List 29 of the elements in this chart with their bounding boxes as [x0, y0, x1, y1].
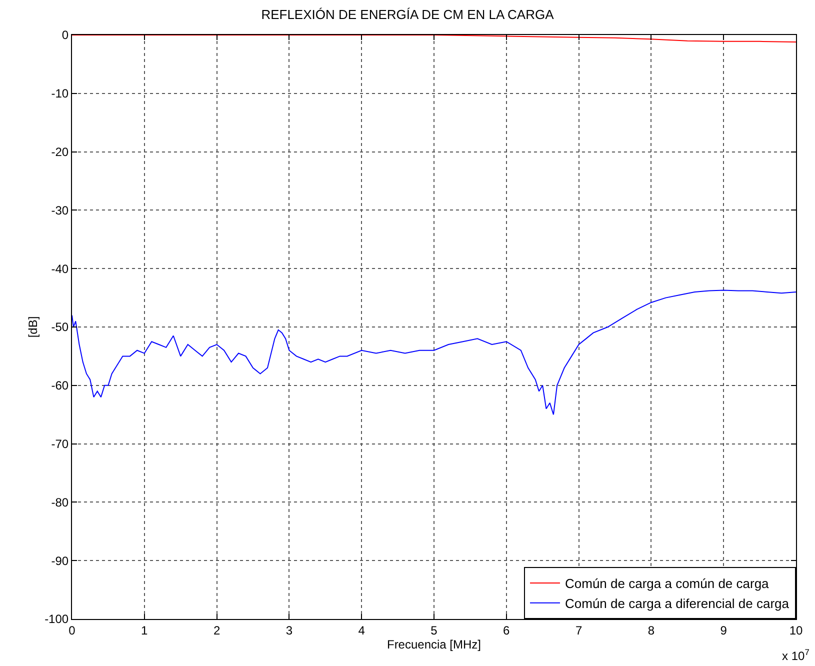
- y-tick-label: -30: [51, 203, 69, 218]
- x-tick-label: 6: [503, 623, 510, 638]
- x-tick-label: 7: [575, 623, 582, 638]
- legend-label: Común de carga a diferencial de carga: [565, 596, 790, 611]
- y-tick-label: -80: [51, 495, 69, 510]
- y-tick-label: -50: [51, 320, 69, 334]
- y-axis-title: [dB]: [26, 316, 40, 338]
- line-series: [72, 35, 796, 43]
- chart-title: REFLEXIÓN DE ENERGÍA DE CM EN LA CARGA: [261, 7, 554, 22]
- y-tick-label: -20: [51, 145, 69, 159]
- y-tick-label: -70: [51, 437, 69, 451]
- line-series: [72, 290, 796, 416]
- x-tick-label: 4: [358, 623, 366, 638]
- y-tick-label: 0: [62, 28, 69, 42]
- x-tick-label: 5: [430, 623, 438, 638]
- x-tick-label: 1: [141, 623, 148, 638]
- text: x 10$^{7}$: [782, 647, 810, 664]
- y-tick-label: -90: [51, 554, 69, 568]
- x-tick-label: 8: [648, 623, 655, 638]
- y-tick-label: -100: [44, 612, 69, 626]
- x-tick-label: 10: [789, 623, 803, 638]
- x-axis-title: Frecuencia [MHz]: [386, 637, 482, 652]
- y-tick-label: -10: [51, 86, 69, 101]
- x-tick-label: 3: [286, 623, 293, 638]
- x-tick-label: 9: [720, 623, 728, 638]
- y-tick-label: -60: [51, 378, 69, 393]
- legend-label: Común de carga a común de carga: [565, 576, 770, 592]
- x-tick-label: 2: [213, 623, 220, 638]
- y-tick-label: -40: [51, 262, 69, 276]
